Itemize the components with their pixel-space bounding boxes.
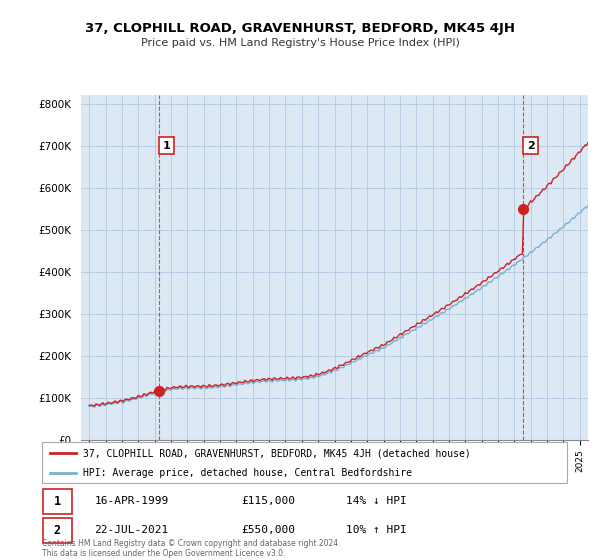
Text: 14% ↓ HPI: 14% ↓ HPI <box>347 496 407 506</box>
Text: 10% ↑ HPI: 10% ↑ HPI <box>347 525 407 535</box>
Text: 37, CLOPHILL ROAD, GRAVENHURST, BEDFORD, MK45 4JH (detached house): 37, CLOPHILL ROAD, GRAVENHURST, BEDFORD,… <box>83 449 471 458</box>
Bar <box>43 489 72 514</box>
Text: Price paid vs. HM Land Registry's House Price Index (HPI): Price paid vs. HM Land Registry's House … <box>140 38 460 48</box>
Text: 2: 2 <box>527 141 535 151</box>
Text: 37, CLOPHILL ROAD, GRAVENHURST, BEDFORD, MK45 4JH: 37, CLOPHILL ROAD, GRAVENHURST, BEDFORD,… <box>85 22 515 35</box>
Text: 1: 1 <box>53 494 61 508</box>
Text: HPI: Average price, detached house, Central Bedfordshire: HPI: Average price, detached house, Cent… <box>83 468 412 478</box>
Text: 1: 1 <box>163 141 170 151</box>
Text: Contains HM Land Registry data © Crown copyright and database right 2024.
This d: Contains HM Land Registry data © Crown c… <box>42 539 341 558</box>
Text: 16-APR-1999: 16-APR-1999 <box>95 496 169 506</box>
Text: £550,000: £550,000 <box>241 525 296 535</box>
Bar <box>43 518 72 543</box>
Text: £115,000: £115,000 <box>241 496 296 506</box>
Text: 22-JUL-2021: 22-JUL-2021 <box>95 525 169 535</box>
Text: 2: 2 <box>53 524 61 537</box>
